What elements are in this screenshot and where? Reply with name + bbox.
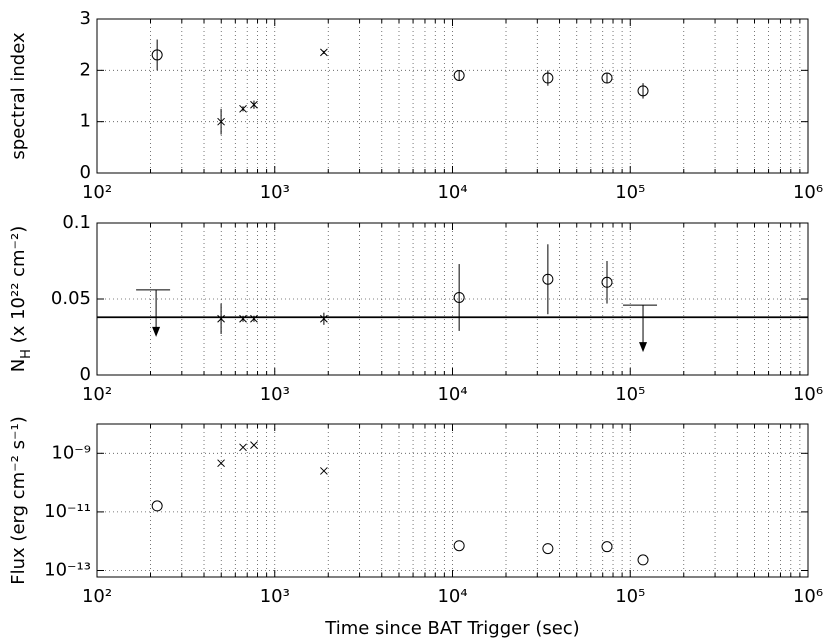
y-tick-label: 3 — [80, 8, 91, 29]
data-point — [542, 543, 554, 555]
y-axis-label-part: (x 10²² cm⁻²) — [8, 226, 29, 349]
x-tick-label: 10² — [82, 384, 112, 405]
y-tick-label: 0 — [80, 364, 91, 385]
data-point — [637, 85, 649, 97]
x-axis-label: Time since BAT Trigger (sec) — [324, 618, 579, 639]
y-tick-label: 0 — [80, 162, 91, 183]
x-tick-label: 10⁶ — [793, 586, 823, 607]
y-axis-label-part: H — [19, 349, 34, 359]
data-point — [453, 540, 465, 552]
x-tick-label: 10² — [82, 182, 112, 203]
upper-limit — [136, 289, 171, 332]
data-point — [151, 500, 163, 512]
data-point — [217, 117, 225, 126]
x-tick-label: 10⁶ — [793, 384, 823, 405]
y-tick-label: 0.05 — [51, 288, 91, 309]
data-point — [250, 100, 258, 109]
upper-limit — [623, 304, 658, 348]
plot-frame — [96, 222, 809, 376]
data-point — [601, 276, 613, 288]
plot-frame — [96, 18, 809, 174]
data-point — [601, 541, 613, 553]
data-point — [250, 314, 258, 323]
upper-limit-arrow — [152, 326, 161, 337]
data-point — [320, 467, 328, 475]
x-tick-label: 10⁴ — [437, 182, 467, 203]
y-axis-label-part: Flux (erg cm⁻² s⁻¹) — [8, 416, 29, 584]
data-point — [453, 69, 465, 81]
y-axis-label-part: N — [8, 359, 29, 372]
y-tick-label: 10⁻¹³ — [44, 559, 91, 580]
y-tick-label: 10⁻⁹ — [51, 442, 91, 463]
x-tick-label: 10⁵ — [615, 384, 645, 405]
x-tick-label: 10⁶ — [793, 182, 823, 203]
y-tick-label: 0.1 — [62, 212, 91, 233]
data-point — [217, 314, 225, 323]
data-point — [239, 443, 247, 452]
data-point — [320, 314, 328, 323]
x-tick-label: 10³ — [260, 586, 290, 607]
data-point — [542, 273, 554, 285]
x-tick-label: 10⁵ — [615, 586, 645, 607]
x-tick-label: 10⁴ — [437, 384, 467, 405]
data-point — [151, 49, 163, 61]
x-tick-label: 10³ — [260, 182, 290, 203]
data-point — [637, 554, 649, 566]
data-point — [320, 48, 328, 57]
plot-frame — [96, 423, 809, 578]
y-axis-label: spectral index — [8, 32, 29, 160]
x-tick-label: 10³ — [260, 384, 290, 405]
data-point — [453, 291, 465, 303]
data-point — [239, 104, 247, 113]
y-axis-label: Flux (erg cm⁻² s⁻¹) — [8, 416, 29, 584]
y-axis-label: NH (x 10²² cm⁻²) — [8, 226, 34, 373]
upper-limit-arrow — [639, 342, 648, 353]
x-tick-label: 10⁵ — [615, 182, 645, 203]
x-tick-label: 10⁴ — [437, 586, 467, 607]
data-point — [217, 459, 225, 468]
y-axis-label-part: spectral index — [8, 32, 29, 160]
data-point — [542, 72, 554, 84]
data-point — [601, 72, 613, 84]
y-tick-label: 2 — [80, 59, 91, 80]
y-tick-label: 1 — [80, 111, 91, 132]
data-point — [250, 441, 258, 449]
x-tick-label: 10² — [82, 586, 112, 607]
y-tick-label: 10⁻¹¹ — [44, 501, 91, 522]
data-point — [239, 314, 247, 323]
